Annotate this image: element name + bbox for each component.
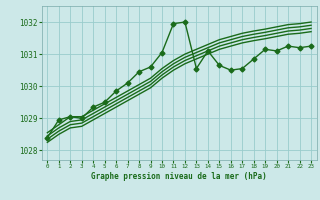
X-axis label: Graphe pression niveau de la mer (hPa): Graphe pression niveau de la mer (hPa) (91, 172, 267, 181)
